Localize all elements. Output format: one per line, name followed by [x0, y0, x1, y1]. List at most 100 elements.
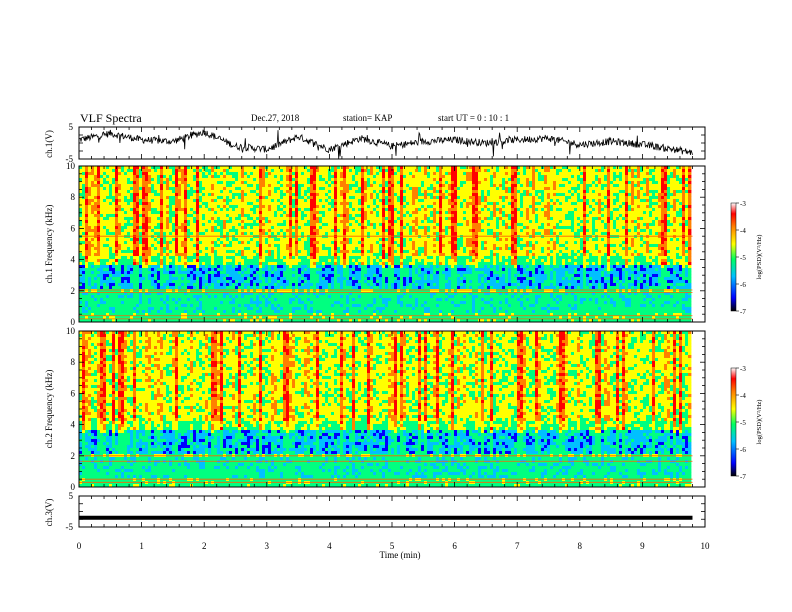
- ch1-spectrogram-cell: [175, 193, 178, 196]
- ch1-spectrogram-cell: [259, 199, 262, 202]
- ch1-spectrogram-cell: [82, 169, 85, 172]
- ch1-spectrogram-cell: [487, 190, 490, 193]
- ch1-spectrogram-cell: [445, 196, 448, 199]
- ch1-spectrogram-cell: [295, 172, 298, 175]
- ch1-spectrogram-cell: [448, 205, 451, 208]
- ch1-spectrogram-cell: [553, 199, 556, 202]
- ch1-spectrogram-cell: [130, 190, 133, 193]
- ch1-spectrogram-cell: [460, 208, 463, 211]
- ch1-spectrogram-cell: [160, 166, 163, 169]
- ch1-spectrogram-cell: [115, 181, 118, 184]
- ch1-spectrogram-cell: [163, 184, 166, 187]
- ch1-spectrogram-cell: [628, 190, 631, 193]
- ch1-spectrogram-cell: [229, 178, 232, 181]
- ch1-spectrogram-cell: [640, 193, 643, 196]
- ch1-spectrogram-cell: [193, 169, 196, 172]
- ch1-spectrogram-cell: [223, 184, 226, 187]
- ch1-spectrogram-cell: [619, 196, 622, 199]
- ch1-spectrogram-cell: [181, 178, 184, 181]
- ch1-spectrogram-cell: [325, 181, 328, 184]
- ch1-spectrogram-cell: [190, 184, 193, 187]
- ch1-spectrogram-cell: [622, 190, 625, 193]
- ch1-spectrogram-cell: [103, 196, 106, 199]
- ch1-spectrogram-cell: [430, 193, 433, 196]
- ch1-spectrogram-cell: [124, 190, 127, 193]
- ch1-spectrogram-cell: [472, 184, 475, 187]
- ch1-spectrogram-cell: [664, 169, 667, 172]
- ch1-spectrogram-cell: [304, 169, 307, 172]
- ch1-spectrogram-cell: [685, 205, 688, 208]
- ch1-spectrogram-cell: [142, 202, 145, 205]
- ch1-spectrogram-cell: [658, 193, 661, 196]
- ch1-spectrogram-cell: [184, 202, 187, 205]
- ch1-spectrogram-cell: [634, 193, 637, 196]
- ch1-spectrogram-cell: [241, 187, 244, 190]
- ch1-spectrogram-cell: [217, 199, 220, 202]
- ch1-spectrogram-cell: [196, 208, 199, 211]
- ch1-spectrogram-cell: [196, 187, 199, 190]
- ch1-spectrogram-cell: [688, 199, 691, 202]
- ch1-spectrogram-cell: [289, 208, 292, 211]
- ch1-spectrogram-cell: [664, 199, 667, 202]
- ch1-spectrogram-cell: [463, 196, 466, 199]
- ch1-spectrogram-cell: [601, 175, 604, 178]
- ch1-spectrogram-cell: [202, 199, 205, 202]
- ch1-spectrogram-cell: [409, 187, 412, 190]
- ch1-spectrogram-cell: [97, 172, 100, 175]
- ch1-spectrogram-cell: [598, 205, 601, 208]
- ch1-spectrogram-cell: [106, 187, 109, 190]
- ch1-spectrogram-cell: [379, 208, 382, 211]
- ch1-spectrogram-cell: [451, 193, 454, 196]
- ch1-spectrogram-cell: [463, 166, 466, 169]
- ch1-spectrogram-cell: [511, 181, 514, 184]
- ch1-spectrogram-cell: [385, 166, 388, 169]
- ch1-spectrogram-cell: [373, 175, 376, 178]
- ch1-spectrogram-cell: [508, 199, 511, 202]
- ch1-spectrogram-cell: [214, 214, 217, 217]
- ch1-spectrogram-cell: [376, 166, 379, 169]
- ch1-spectrogram-cell: [463, 193, 466, 196]
- ch1-spectrogram-cell: [262, 181, 265, 184]
- ch1-spectrogram-cell: [409, 193, 412, 196]
- ch1-spectrogram-cell: [484, 187, 487, 190]
- ch1-spectrogram-cell: [361, 202, 364, 205]
- ch1-spectrogram-cell: [286, 181, 289, 184]
- ch1-spectrogram-cell: [352, 211, 355, 214]
- ch1-spectrogram-cell: [313, 190, 316, 193]
- ch1-spectrogram-cell: [223, 175, 226, 178]
- ch1-spectrogram-cell: [490, 178, 493, 181]
- ch1-spectrogram-cell: [520, 172, 523, 175]
- ch1-spectrogram-cell: [100, 172, 103, 175]
- ch1-spectrogram-cell: [205, 184, 208, 187]
- ch1-spectrogram-cell: [580, 181, 583, 184]
- ch1-spectrogram-cell: [409, 178, 412, 181]
- ch1-spectrogram-cell: [670, 199, 673, 202]
- ch1-spectrogram-cell: [541, 187, 544, 190]
- ch1-spectrogram-cell: [247, 208, 250, 211]
- ch1-spectrogram-cell: [145, 211, 148, 214]
- ch1-spectrogram-cell: [601, 190, 604, 193]
- ch1-spectrogram-cell: [685, 175, 688, 178]
- ch1-spectrogram-cell: [607, 202, 610, 205]
- ch1-spectrogram-cell: [217, 214, 220, 217]
- ch1-spectrogram-cell: [214, 196, 217, 199]
- ch1-spectrogram-cell: [190, 181, 193, 184]
- ch1-spectrogram-cell: [634, 187, 637, 190]
- ch1-spectrogram-cell: [97, 199, 100, 202]
- ch1-spectrogram-cell: [217, 181, 220, 184]
- ch1-spectrogram-cell: [355, 178, 358, 181]
- ch1-spectrogram-cell: [301, 199, 304, 202]
- ch1-spectrogram-cell: [562, 190, 565, 193]
- ch1-spectrogram-cell: [601, 199, 604, 202]
- ch1-spectrogram-cell: [316, 211, 319, 214]
- ch1-spectrogram-cell: [277, 196, 280, 199]
- ch1-spectrogram-cell: [541, 211, 544, 214]
- ch1-spectrogram-cell: [631, 205, 634, 208]
- ch1-spectrogram-cell: [97, 196, 100, 199]
- ch1-spectrogram-cell: [241, 202, 244, 205]
- ch1-spectrogram-cell: [337, 172, 340, 175]
- ch1-spectrogram-cell: [613, 208, 616, 211]
- ch1-spectrogram-cell: [103, 181, 106, 184]
- ch1-spectrogram-cell: [181, 190, 184, 193]
- ch1-spectrogram-cell: [346, 196, 349, 199]
